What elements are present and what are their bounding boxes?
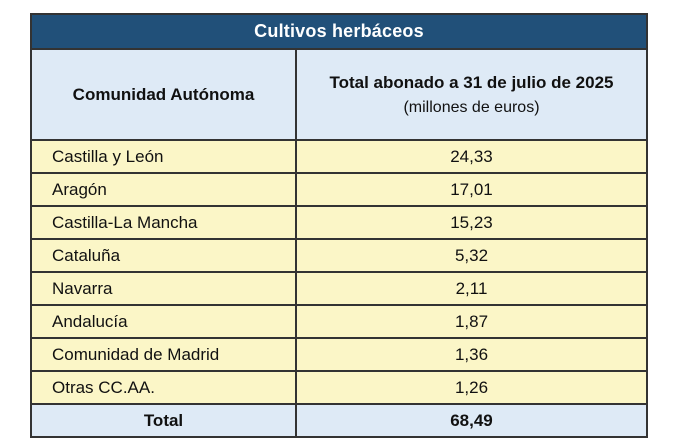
region-cell: Aragón bbox=[30, 172, 297, 207]
value-column-header-label: Total abonado a 31 de julio de 2025 bbox=[329, 73, 614, 93]
table-row: Comunidad de Madrid 1,36 bbox=[30, 337, 648, 372]
table-total-row: Total 68,49 bbox=[30, 403, 648, 438]
table-row: Otras CC.AA. 1,26 bbox=[30, 370, 648, 405]
region-cell: Navarra bbox=[30, 271, 297, 306]
value-cell: 17,01 bbox=[295, 172, 648, 207]
table-header-row: Comunidad Autónoma Total abonado a 31 de… bbox=[30, 48, 648, 141]
region-cell: Castilla y León bbox=[30, 139, 297, 174]
value-cell: 1,87 bbox=[295, 304, 648, 339]
herbaceous-crops-table: Cultivos herbáceos Comunidad Autónoma To… bbox=[30, 13, 648, 438]
region-cell: Otras CC.AA. bbox=[30, 370, 297, 405]
value-cell: 15,23 bbox=[295, 205, 648, 240]
region-cell: Comunidad de Madrid bbox=[30, 337, 297, 372]
table-row: Castilla y León 24,33 bbox=[30, 139, 648, 174]
region-cell: Cataluña bbox=[30, 238, 297, 273]
table-row: Aragón 17,01 bbox=[30, 172, 648, 207]
value-cell: 5,32 bbox=[295, 238, 648, 273]
table-row: Navarra 2,11 bbox=[30, 271, 648, 306]
value-cell: 24,33 bbox=[295, 139, 648, 174]
total-label: Total bbox=[30, 403, 297, 438]
table-title-row: Cultivos herbáceos bbox=[30, 13, 648, 50]
table-row: Castilla-La Mancha 15,23 bbox=[30, 205, 648, 240]
total-value: 68,49 bbox=[295, 403, 648, 438]
region-cell: Castilla-La Mancha bbox=[30, 205, 297, 240]
region-column-header: Comunidad Autónoma bbox=[30, 48, 297, 141]
value-cell: 2,11 bbox=[295, 271, 648, 306]
value-cell: 1,36 bbox=[295, 337, 648, 372]
value-column-header-units: (millones de euros) bbox=[403, 98, 540, 116]
table-row: Andalucía 1,87 bbox=[30, 304, 648, 339]
region-cell: Andalucía bbox=[30, 304, 297, 339]
table-title: Cultivos herbáceos bbox=[30, 13, 648, 50]
herbaceous-crops-table-container: Cultivos herbáceos Comunidad Autónoma To… bbox=[30, 13, 648, 438]
region-column-header-label: Comunidad Autónoma bbox=[72, 84, 255, 104]
value-cell: 1,26 bbox=[295, 370, 648, 405]
table-row: Cataluña 5,32 bbox=[30, 238, 648, 273]
table-body: Castilla y León 24,33 Aragón 17,01 Castilla-… bbox=[30, 139, 648, 405]
value-column-header: Total abonado a 31 de julio de 2025 (mil… bbox=[295, 48, 648, 141]
